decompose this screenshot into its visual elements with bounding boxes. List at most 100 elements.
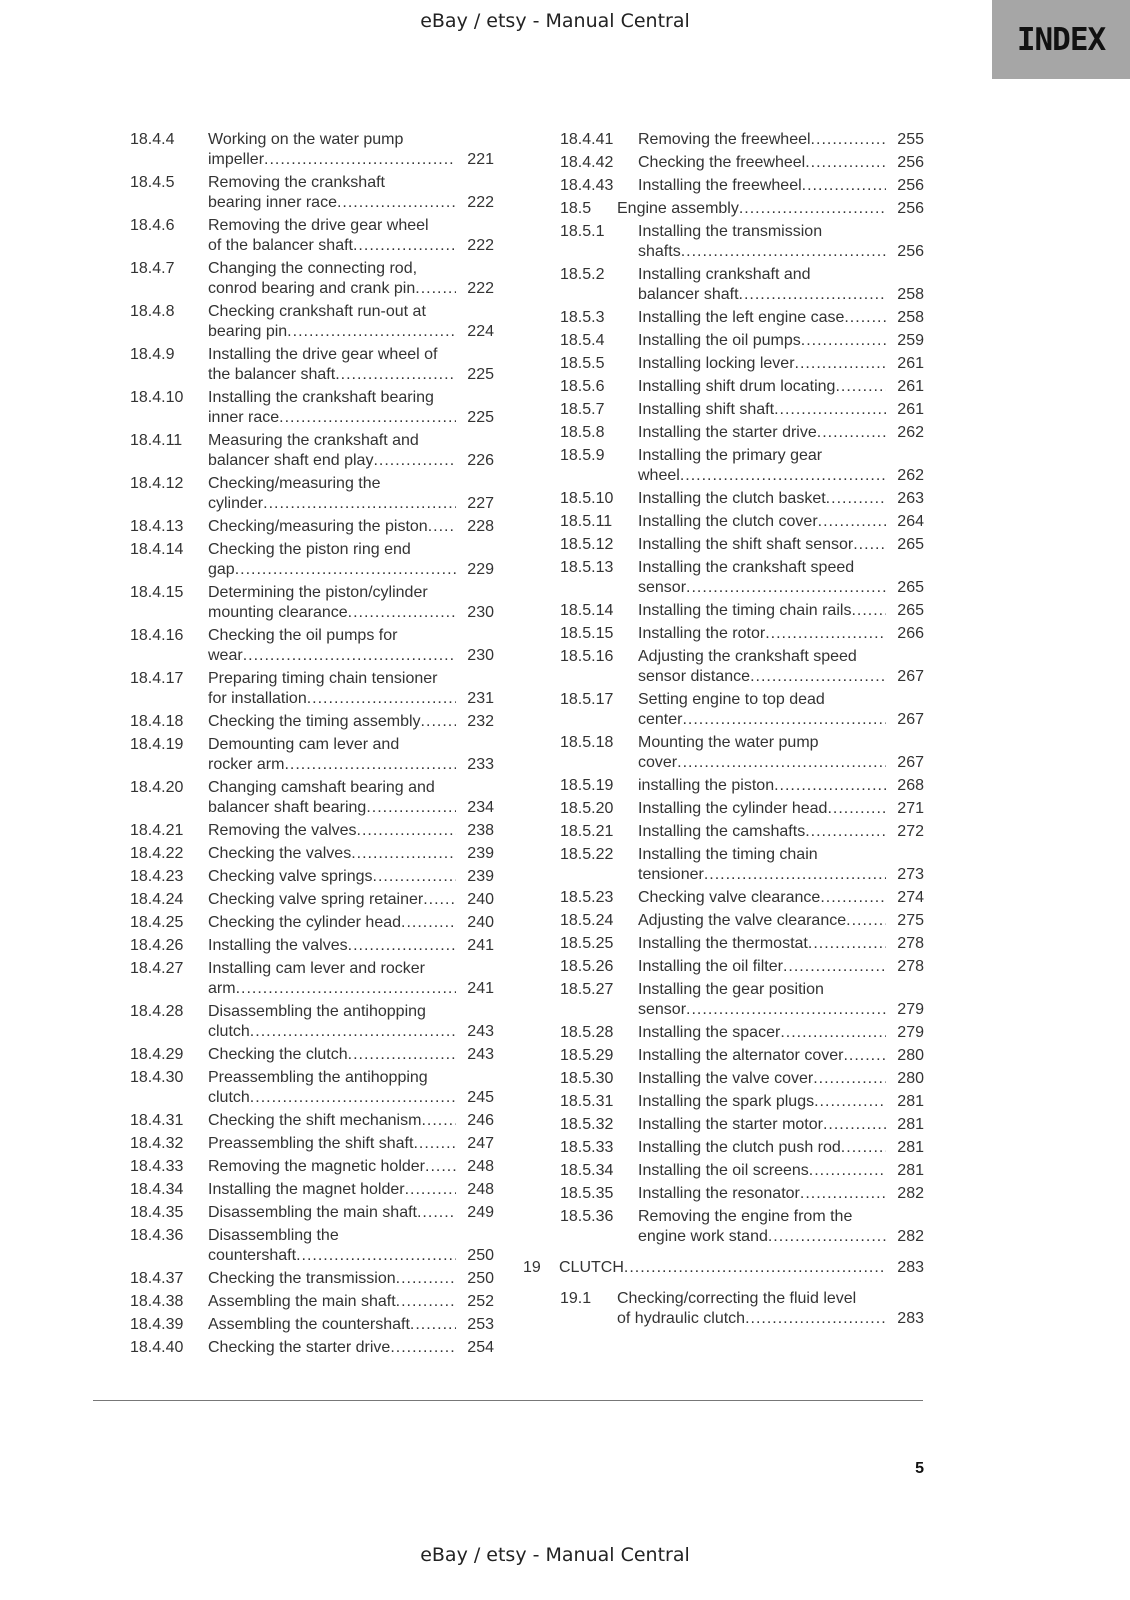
toc-entry[interactable]: 18.5.7 Installing shift shaft 261 [523, 400, 924, 420]
toc-entry[interactable]: 18.5.30 Installing the valve cover 280 [523, 1069, 924, 1089]
toc-entry[interactable]: 18.5.15 Installing the rotor 266 [523, 624, 924, 644]
toc-entry[interactable]: 19.1 Checking/correcting the fluid level o… [523, 1289, 924, 1329]
toc-entry[interactable]: 18.4.14 Checking the piston ring end gap 22… [130, 540, 494, 580]
toc-entry[interactable]: 18.4.24 Checking valve spring retainer 240 [130, 890, 494, 910]
toc-entry[interactable]: 18.4.32 Preassembling the shift shaft 247 [130, 1134, 494, 1154]
toc-entry-page: 263 [897, 490, 924, 507]
toc-entry[interactable]: 18.4.19 Demounting cam lever and rocker ar… [130, 735, 494, 775]
dot-leader [677, 753, 886, 773]
toc-entry[interactable]: 18.4.40 Checking the starter drive 254 [130, 1338, 494, 1358]
toc-entry[interactable]: 18.4.36 Disassembling the countershaft 250 [130, 1226, 494, 1266]
toc-entry[interactable]: 18.5.22 Installing the timing chain tensio… [523, 845, 924, 885]
toc-entry-number: 18.4.20 [130, 779, 184, 796]
toc-entry[interactable]: 18.5.36 Removing the engine from the engin… [523, 1207, 924, 1247]
dot-leader [745, 1309, 886, 1329]
toc-entry[interactable]: 18.4.21 Removing the valves 238 [130, 821, 494, 841]
toc-entry[interactable]: 18.5.4 Installing the oil pumps 259 [523, 331, 924, 351]
toc-entry[interactable]: 18.5.26 Installing the oil filter 278 [523, 957, 924, 977]
toc-entry[interactable]: 18.4.5 Removing the crankshaft bearing inn… [130, 173, 494, 213]
toc-entry[interactable]: 18.5.5 Installing locking lever 261 [523, 354, 924, 374]
toc-entry[interactable]: 18.5.12 Installing the shift shaft sensor… [523, 535, 924, 555]
toc-entry[interactable]: 18.5.18 Mounting the water pump cover 267 [523, 733, 924, 773]
toc-entry[interactable]: 18.5.11 Installing the clutch cover 264 [523, 512, 924, 532]
toc-entry[interactable]: 18.5.24 Adjusting the valve clearance 275 [523, 911, 924, 931]
toc-entry[interactable]: 18.5.9 Installing the primary gear wheel 26… [523, 446, 924, 486]
toc-entry-page: 222 [467, 237, 494, 254]
toc-entry[interactable]: 18.5.14 Installing the timing chain rails… [523, 601, 924, 621]
toc-entry[interactable]: 18.4.34 Installing the magnet holder 248 [130, 1180, 494, 1200]
toc-entry[interactable]: 18.5.31 Installing the spark plugs 281 [523, 1092, 924, 1112]
toc-entry-page: 258 [897, 309, 924, 326]
toc-entry[interactable]: 18.4.23 Checking valve springs 239 [130, 867, 494, 887]
toc-entry[interactable]: 18.5.8 Installing the starter drive 262 [523, 423, 924, 443]
toc-entry[interactable]: 18.4.39 Assembling the countershaft 253 [130, 1315, 494, 1335]
toc-entry-page: 222 [467, 194, 494, 211]
toc-entry-title: Disassembling the [208, 1227, 339, 1244]
toc-entry-number: 18.4.35 [130, 1204, 184, 1221]
toc-entry[interactable]: 18.4.35 Disassembling the main shaft 249 [130, 1203, 494, 1223]
toc-entry[interactable]: 18.4.42 Checking the freewheel 256 [523, 153, 924, 173]
toc-entry[interactable]: 18.5.32 Installing the starter motor 281 [523, 1115, 924, 1135]
toc-entry[interactable]: 18.4.4 Working on the water pump impeller 2… [130, 130, 494, 170]
toc-entry[interactable]: 18.4.30 Preassembling the antihopping clut… [130, 1068, 494, 1108]
toc-entry[interactable]: 18.4.17 Preparing timing chain tensioner f… [130, 669, 494, 709]
toc-entry[interactable]: 18.4.10 Installing the crankshaft bearing… [130, 388, 494, 428]
toc-entry[interactable]: 18.4.43 Installing the freewheel 256 [523, 176, 924, 196]
toc-entry[interactable]: 18.4.12 Checking/measuring the cylinder 227 [130, 474, 494, 514]
toc-entry[interactable]: 18.5.10 Installing the clutch basket 263 [523, 489, 924, 509]
toc-entry[interactable]: 18.5.21 Installing the camshafts 272 [523, 822, 924, 842]
toc-entry-title: engine work stand [638, 1228, 768, 1245]
toc-entry[interactable]: 18.5.27 Installing the gear position senso… [523, 980, 924, 1020]
toc-entry[interactable]: 18.4.18 Checking the timing assembly 232 [130, 712, 494, 732]
toc-entry[interactable]: 18.5.34 Installing the oil screens 281 [523, 1161, 924, 1181]
toc-entry[interactable]: 18.4.22 Checking the valves 239 [130, 844, 494, 864]
toc-entry[interactable]: 18.4.31 Checking the shift mechanism 246 [130, 1111, 494, 1131]
toc-entry[interactable]: 18.4.15 Determining the piston/cylinder mo… [130, 583, 494, 623]
toc-entry[interactable]: 19 CLUTCH 283 [523, 1258, 924, 1278]
toc-entry-number: 18.5.16 [560, 648, 614, 665]
dot-leader [624, 1258, 886, 1278]
toc-entry[interactable]: 18.5.35 Installing the resonator 282 [523, 1184, 924, 1204]
toc-entry[interactable]: 18.5.2 Installing crankshaft and balancer … [523, 265, 924, 305]
toc-entry[interactable]: 18.4.28 Disassembling the antihopping clut… [130, 1002, 494, 1042]
toc-entry[interactable]: 18.5.13 Installing the crankshaft speed se… [523, 558, 924, 598]
toc-entry[interactable]: 18.4.11 Measuring the crankshaft and balan… [130, 431, 494, 471]
toc-entry[interactable]: 18.4.9 Installing the drive gear wheel of… [130, 345, 494, 385]
toc-entry[interactable]: 18.4.41 Removing the freewheel 255 [523, 130, 924, 150]
toc-entry-number: 18.5.7 [560, 401, 605, 418]
toc-entry[interactable]: 18.5.3 Installing the left engine case 258 [523, 308, 924, 328]
toc-entry[interactable]: 18.4.27 Installing cam lever and rocker ar… [130, 959, 494, 999]
toc-entry[interactable]: 18.4.20 Changing camshaft bearing and bala… [130, 778, 494, 818]
toc-entry[interactable]: 18.4.37 Checking the transmission 250 [130, 1269, 494, 1289]
toc-entry[interactable]: 18.4.6 Removing the drive gear wheel of th… [130, 216, 494, 256]
toc-entry[interactable]: 18.5.1 Installing the transmission shafts 2… [523, 222, 924, 262]
toc-entry[interactable]: 18.5.33 Installing the clutch push rod 281 [523, 1138, 924, 1158]
toc-entry[interactable]: 18.4.7 Changing the connecting rod, conrod… [130, 259, 494, 299]
toc-entry[interactable]: 18.4.16 Checking the oil pumps for wear 230 [130, 626, 494, 666]
dot-leader [823, 1115, 886, 1135]
toc-entry[interactable]: 18.5 Engine assembly 256 [523, 199, 924, 219]
toc-entry[interactable]: 18.5.16 Adjusting the crankshaft speed sen… [523, 647, 924, 687]
toc-entry-title: Checking the oil pumps for [208, 627, 398, 644]
toc-entry[interactable]: 18.4.25 Checking the cylinder head 240 [130, 913, 494, 933]
toc-entry[interactable]: 18.5.25 Installing the thermostat 278 [523, 934, 924, 954]
toc-entry-number: 18.5.17 [560, 691, 614, 708]
toc-entry-number: 18.5.19 [560, 777, 614, 794]
toc-entry[interactable]: 18.5.6 Installing shift drum locating 261 [523, 377, 924, 397]
toc-entry-title: gap [208, 561, 235, 578]
toc-entry[interactable]: 18.4.8 Checking crankshaft run-out at bear… [130, 302, 494, 342]
toc-entry[interactable]: 18.5.19 installing the piston 268 [523, 776, 924, 796]
toc-entry[interactable]: 18.5.28 Installing the spacer 279 [523, 1023, 924, 1043]
toc-entry[interactable]: 18.5.20 Installing the cylinder head 271 [523, 799, 924, 819]
toc-entry-page: 238 [467, 822, 494, 839]
toc-entry-title: wear [208, 647, 243, 664]
toc-entry[interactable]: 18.5.17 Setting engine to top dead center 2… [523, 690, 924, 730]
toc-entry[interactable]: 18.5.29 Installing the alternator cover 28… [523, 1046, 924, 1066]
toc-entry-title: Installing the clutch push rod [638, 1139, 841, 1156]
toc-entry[interactable]: 18.4.29 Checking the clutch 243 [130, 1045, 494, 1065]
toc-entry[interactable]: 18.5.23 Checking valve clearance 274 [523, 888, 924, 908]
toc-entry[interactable]: 18.4.33 Removing the magnetic holder 248 [130, 1157, 494, 1177]
toc-entry[interactable]: 18.4.38 Assembling the main shaft 252 [130, 1292, 494, 1312]
toc-entry[interactable]: 18.4.26 Installing the valves 241 [130, 936, 494, 956]
toc-entry[interactable]: 18.4.13 Checking/measuring the piston 228 [130, 517, 494, 537]
